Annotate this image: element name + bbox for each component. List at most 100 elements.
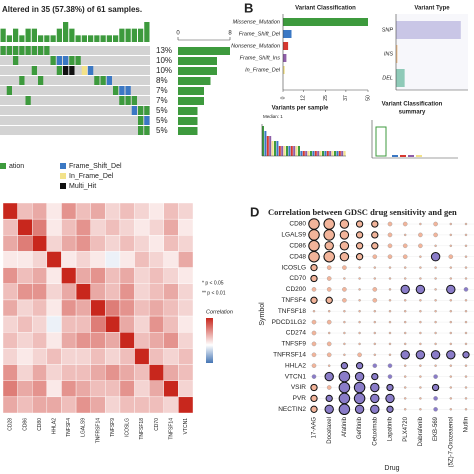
heat-cell <box>17 218 33 236</box>
dot <box>370 393 380 404</box>
row-bg <box>0 46 150 55</box>
dot <box>310 296 318 304</box>
dot <box>403 364 407 367</box>
heat-cell <box>148 283 164 301</box>
heat-cell <box>75 315 91 333</box>
heat-cell <box>2 251 18 268</box>
heat-cell <box>61 332 77 349</box>
heat-cell <box>75 202 91 220</box>
dot <box>463 287 469 292</box>
dot <box>355 362 364 370</box>
count-bar <box>178 87 204 95</box>
dot <box>338 392 351 405</box>
dot <box>310 405 318 413</box>
dot <box>373 309 377 313</box>
mutation-cell <box>113 86 119 95</box>
category-label: DEL <box>382 75 393 81</box>
dot <box>433 232 438 238</box>
count-bar <box>178 117 198 125</box>
heat-cell <box>105 332 121 349</box>
bar <box>283 30 292 38</box>
x-label: TNFRSF14 <box>95 418 101 444</box>
dot <box>464 364 468 367</box>
bar <box>324 151 327 156</box>
category-label: Nonsense_Mutation <box>231 43 280 49</box>
heat-cell <box>90 380 106 398</box>
heat-cell <box>46 396 62 414</box>
dot <box>462 351 470 359</box>
heat-cell <box>178 332 194 349</box>
x-tick-label: 37 <box>343 95 349 101</box>
mutation-cell <box>25 96 31 105</box>
heat-cell <box>46 283 62 301</box>
dot <box>419 331 422 335</box>
dot <box>355 242 364 250</box>
x-label: ICOSLG <box>125 418 131 437</box>
bar <box>293 146 296 156</box>
dot <box>449 299 453 302</box>
dot <box>324 241 334 251</box>
dot <box>388 288 392 291</box>
dot <box>403 375 407 378</box>
dot <box>311 374 317 379</box>
dot <box>338 370 351 383</box>
heat-cell <box>32 267 48 284</box>
dot <box>325 394 333 403</box>
heat-cell <box>119 299 135 317</box>
bar <box>295 146 298 156</box>
dot <box>403 266 407 269</box>
bar <box>338 151 341 156</box>
heat-cell <box>32 202 48 220</box>
dot <box>403 320 407 324</box>
heat-cell <box>163 283 179 301</box>
heat-cell <box>90 283 106 301</box>
dot <box>402 254 408 260</box>
legend-label: In_Frame_Del <box>69 173 114 180</box>
dot <box>446 284 456 295</box>
category-label: In_Frame_Del <box>245 67 281 73</box>
dot <box>371 372 379 381</box>
dot <box>464 375 468 378</box>
percent-label: 7% <box>156 86 168 95</box>
dot <box>403 277 407 280</box>
dot <box>464 386 468 389</box>
x-label: CD86 <box>22 418 28 431</box>
mutation-cell <box>81 66 87 75</box>
heat-cell <box>119 348 135 365</box>
category-label: INS <box>384 51 394 57</box>
heat-cell <box>90 299 106 317</box>
heat-cell <box>46 348 62 365</box>
dot <box>449 309 453 313</box>
dot <box>403 299 407 302</box>
heat-cell <box>178 380 194 398</box>
dot <box>419 386 422 389</box>
heat-cell <box>90 315 106 333</box>
heat-cell <box>134 267 150 284</box>
dot <box>449 331 453 335</box>
panel-title: Altered in 35 (57.38%) of 61 samples. <box>2 5 142 14</box>
heat-cell <box>61 299 77 317</box>
bar <box>329 151 332 156</box>
sample-bar <box>75 35 81 42</box>
heat-cell <box>163 380 179 398</box>
heat-cell <box>119 364 135 381</box>
x-label: PLX4720 <box>403 416 409 441</box>
mutation-cell <box>131 96 137 105</box>
dot <box>370 404 380 414</box>
heat-cell <box>61 380 77 398</box>
dot <box>434 266 437 269</box>
mutation-cell <box>0 46 6 55</box>
dot <box>353 392 366 405</box>
heat-cell <box>178 396 194 414</box>
dot <box>449 266 453 269</box>
heat-cell <box>46 218 62 236</box>
heat-cell <box>134 364 150 381</box>
legend-swatch <box>0 163 6 169</box>
bar <box>298 146 300 156</box>
heat-cell <box>119 218 135 236</box>
mutation-cell <box>138 116 144 125</box>
sample-bar <box>119 28 125 42</box>
mutation-cell <box>100 76 106 85</box>
mutation-cell <box>13 56 19 65</box>
heat-cell <box>75 251 91 268</box>
